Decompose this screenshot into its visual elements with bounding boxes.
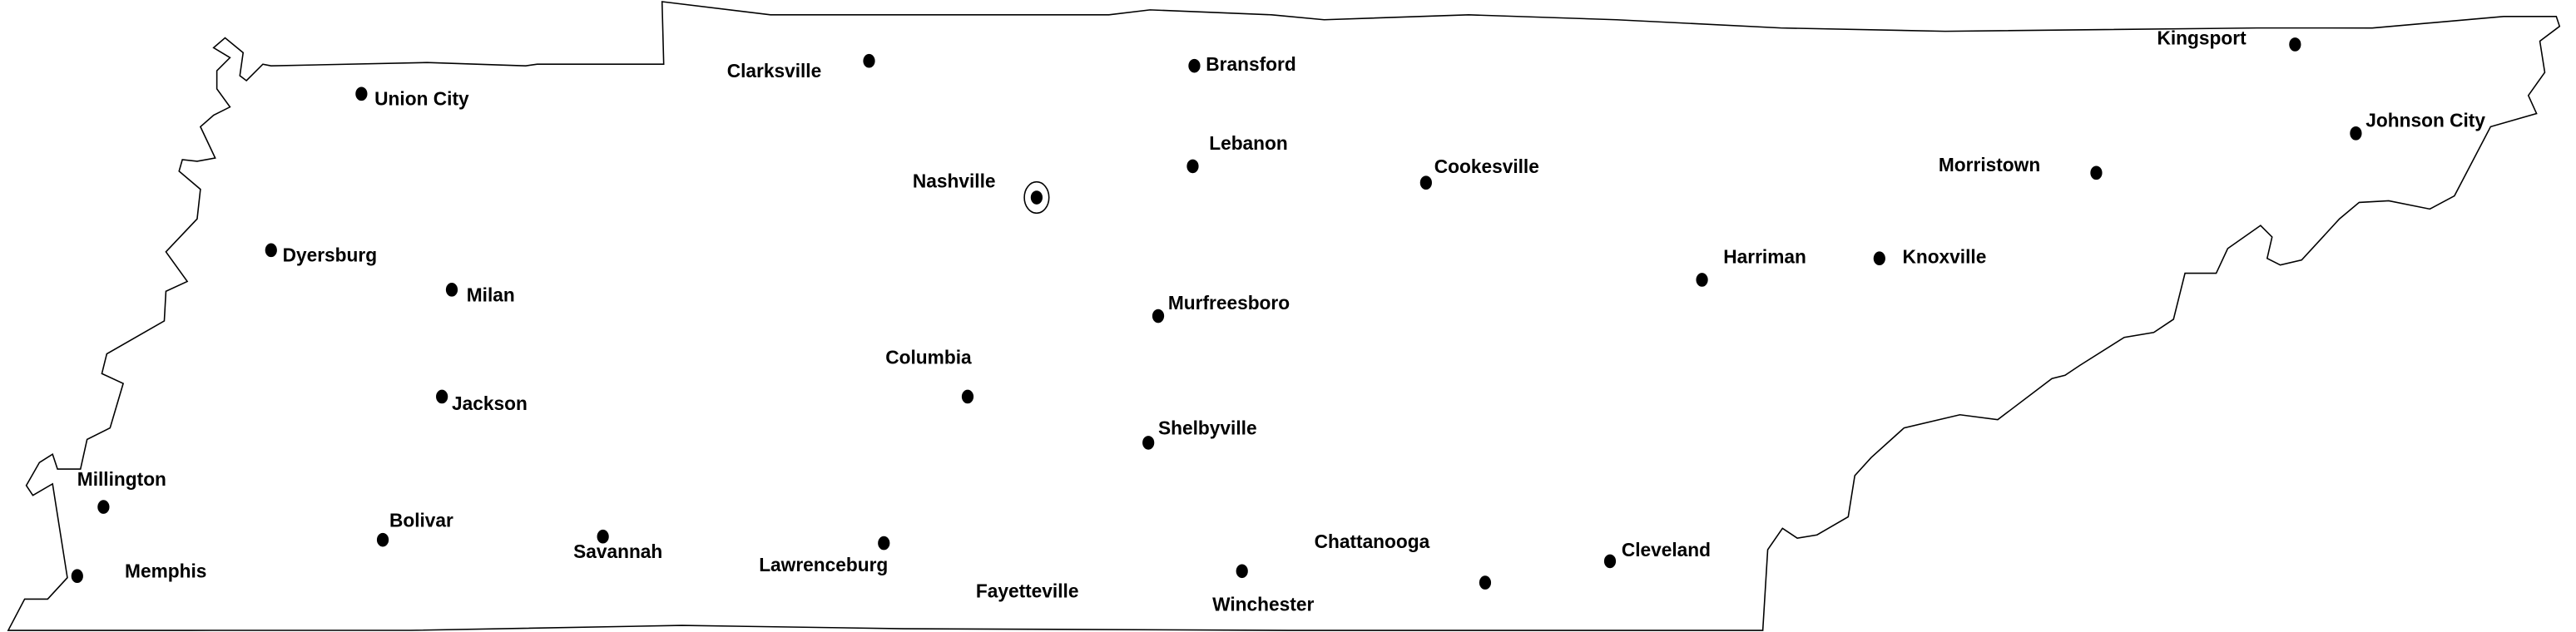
city-label-morristown: Morristown bbox=[1939, 154, 2040, 175]
city-dot-columbia bbox=[961, 389, 974, 404]
city-dot-winchester bbox=[1236, 564, 1248, 579]
city-label-knoxville: Knoxville bbox=[1902, 246, 1986, 268]
city-label-bolivar: Bolivar bbox=[389, 509, 453, 531]
city-label-cleveland: Cleveland bbox=[1622, 539, 1711, 560]
city-label-jackson: Jackson bbox=[452, 393, 528, 414]
city-dot-murfreesboro bbox=[1152, 309, 1165, 323]
city-dot-morristown bbox=[2090, 165, 2103, 180]
city-label-memphis: Memphis bbox=[125, 560, 206, 582]
city-label-lebanon: Lebanon bbox=[1209, 132, 1288, 154]
city-label-nashville: Nashville bbox=[913, 170, 996, 192]
state-outline bbox=[7, 1, 2561, 631]
city-label-milan: Milan bbox=[467, 284, 515, 305]
city-dot-savannah bbox=[597, 529, 609, 544]
city-dot-dyersburg bbox=[265, 243, 277, 258]
city-dot-union-city bbox=[355, 86, 368, 101]
city-label-clarksville: Clarksville bbox=[727, 60, 822, 81]
city-dot-clarksville bbox=[863, 53, 875, 68]
city-dot-shelbyville bbox=[1142, 436, 1155, 450]
city-label-bransford: Bransford bbox=[1206, 53, 1295, 75]
city-dot-milan bbox=[445, 283, 458, 297]
capital-ring-icon bbox=[1023, 180, 1050, 215]
city-dot-millington bbox=[97, 500, 110, 514]
city-label-millington: Millington bbox=[77, 468, 166, 490]
city-label-harriman: Harriman bbox=[1723, 246, 1806, 268]
city-layer: Union City Clarksville Bransford Nashville L… bbox=[71, 27, 2485, 615]
city-dot-cookesville bbox=[1419, 175, 1432, 190]
city-label-savannah: Savannah bbox=[573, 541, 662, 562]
city-label-dyersburg: Dyersburg bbox=[283, 244, 378, 266]
city-dot-nashville bbox=[1030, 190, 1043, 205]
city-dot-cleveland bbox=[1603, 554, 1617, 569]
city-label-cookesville: Cookesville bbox=[1434, 156, 1539, 177]
city-dot-kingsport bbox=[2289, 37, 2301, 52]
city-label-murfreesboro: Murfreesboro bbox=[1168, 292, 1290, 314]
city-label-shelbyville: Shelbyville bbox=[1158, 417, 1257, 439]
city-dot-harriman bbox=[1696, 273, 1708, 287]
city-dot-jackson bbox=[436, 389, 448, 404]
city-label-winchester: Winchester bbox=[1212, 593, 1314, 615]
city-label-lawrenceburg: Lawrenceburg bbox=[759, 554, 888, 575]
city-dot-bolivar bbox=[376, 532, 389, 547]
city-label-chattanooga: Chattanooga bbox=[1315, 531, 1430, 552]
city-dot-knoxville bbox=[1873, 251, 1885, 266]
city-dot-bransford bbox=[1188, 58, 1201, 73]
city-label-union-city: Union City bbox=[374, 88, 469, 110]
city-dot-johnson-city bbox=[2350, 126, 2362, 141]
city-label-columbia: Columbia bbox=[885, 346, 972, 368]
city-dot-memphis bbox=[71, 569, 83, 584]
city-label-johnson-city: Johnson City bbox=[2365, 109, 2485, 131]
city-dot-lebanon bbox=[1186, 159, 1199, 174]
city-label-fayetteville: Fayetteville bbox=[976, 580, 1079, 601]
city-label-kingsport: Kingsport bbox=[2157, 27, 2247, 48]
city-dot-lawrenceburg bbox=[878, 536, 890, 551]
city-dot-chattanooga bbox=[1479, 575, 1492, 590]
